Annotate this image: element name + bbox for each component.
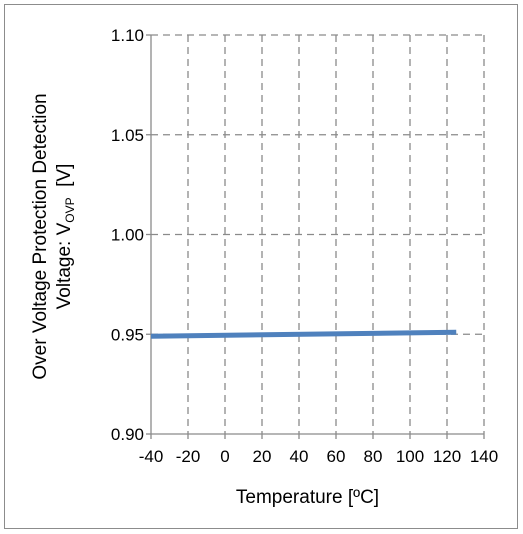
- y-axis-title: Over Voltage Protection Detection Voltag…: [30, 93, 77, 379]
- x-tick-label: 20: [253, 447, 272, 466]
- axes: [146, 34, 485, 439]
- chart-frame: [4, 4, 518, 529]
- grid-lines: [151, 34, 485, 434]
- x-tick-label: 100: [396, 447, 424, 466]
- x-tick-label: -20: [176, 447, 201, 466]
- x-tick-label: 40: [290, 447, 309, 466]
- y-axis-title-line-1: Over Voltage Protection Detection: [30, 93, 51, 379]
- x-tick-label: 140: [470, 447, 498, 466]
- x-tick-label: 0: [220, 447, 229, 466]
- series-layer: [150, 329, 457, 339]
- y-tick-label: 1.05: [111, 126, 144, 145]
- x-axis-title: Temperature [ºC]: [236, 487, 379, 508]
- x-tick-label: -40: [139, 447, 164, 466]
- y-tick-label: 1.00: [111, 226, 144, 245]
- x-tick-label: 80: [364, 447, 383, 466]
- y-axis-title-prefix: Voltage: V: [54, 222, 75, 309]
- y-tick-label: 0.90: [111, 425, 144, 444]
- y-axis-title-subscript: OVP: [63, 197, 77, 222]
- x-tick-label: 60: [327, 447, 346, 466]
- y-tick-label: 0.95: [111, 325, 144, 344]
- tick-labels: 0.90 0.95 1.00 1.05 1.10 -40 -20 0 20 40 60 80 100 12…: [111, 26, 498, 466]
- y-tick-label: 1.10: [111, 26, 144, 45]
- y-axis-title-line-2: Voltage: VOVP [V]: [54, 164, 77, 310]
- series-line: [150, 329, 457, 339]
- x-tick-label: 120: [433, 447, 461, 466]
- y-axis-title-suffix: [V]: [54, 164, 75, 198]
